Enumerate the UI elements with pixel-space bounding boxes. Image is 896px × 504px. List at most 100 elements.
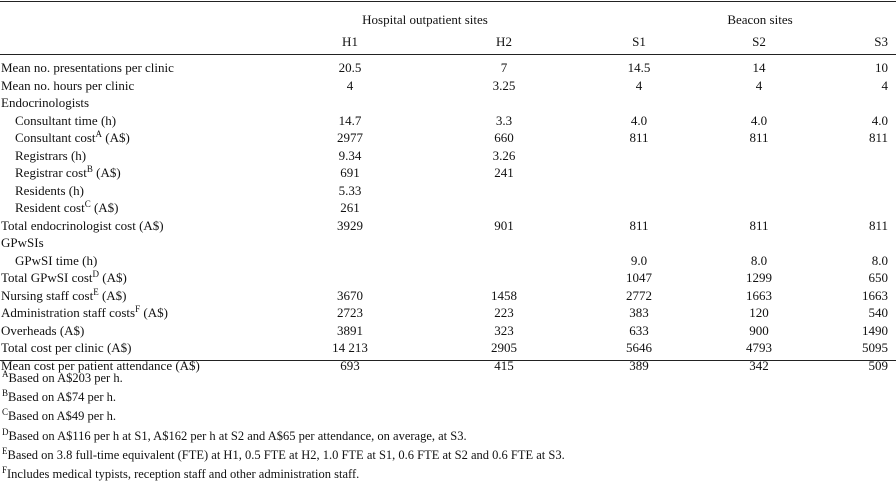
- row-label-unit: (A$): [90, 200, 119, 215]
- row-label: Consultant costA (A$): [15, 129, 130, 146]
- table-cell: 4: [881, 77, 889, 93]
- table-cell: 14 213: [332, 340, 368, 355]
- table-cell: 2772: [626, 287, 652, 303]
- table-cell: 14.5: [627, 60, 651, 75]
- table-cell: 900: [749, 322, 769, 338]
- footnote-mark: A: [2, 369, 9, 379]
- row-label: Overheads (A$): [1, 322, 84, 339]
- footnote-mark: B: [2, 388, 9, 399]
- footnote-mark: F: [2, 465, 8, 475]
- table-cell: 4793: [746, 340, 772, 355]
- table-cell: 3.26: [492, 147, 516, 163]
- table-cell: 223: [494, 305, 514, 320]
- table-cell: 5646: [626, 340, 652, 355]
- header-bottom-rule: [0, 54, 896, 55]
- footnote-text: Based on A$74 per h.: [8, 390, 116, 405]
- row-label: Registrars (h): [15, 147, 86, 164]
- row-label-text: Residents (h): [15, 182, 84, 198]
- column-header-s1: S1: [632, 34, 646, 49]
- table-cell: 4: [755, 77, 763, 93]
- column-header-s2: S2: [752, 34, 766, 49]
- group-header-beacon: Beacon sites: [727, 12, 793, 27]
- table-cell: 3.25: [492, 77, 516, 93]
- table-cell: 811: [629, 130, 649, 145]
- group-header-hospital: Hospital outpatient sites: [362, 12, 488, 27]
- row-label-text: Consultant time (h): [15, 112, 117, 128]
- row-label-unit: (A$): [92, 165, 121, 180]
- row-label-text: Endocrinologists: [1, 95, 90, 110]
- footnote-mark: E: [2, 445, 8, 456]
- footnote-marker: B: [86, 164, 93, 174]
- table-cell: 811: [868, 130, 888, 145]
- table-bottom-rule: [0, 360, 896, 361]
- table-cell: 4.0: [871, 112, 888, 128]
- row-label-text: Mean cost per patient attendance (A$): [1, 357, 200, 373]
- footnote-mark: C: [2, 407, 9, 418]
- table-cell: 650: [868, 270, 889, 285]
- column-header-s3: S3: [874, 34, 888, 49]
- footnote-mark: D: [2, 426, 9, 437]
- table-cell: 383: [629, 305, 649, 320]
- table-cell: 9.0: [630, 252, 648, 268]
- footnote: CBased on A$49 per h.: [2, 408, 116, 424]
- table-cell: 20.5: [338, 60, 362, 75]
- row-label-unit: (A$): [98, 287, 127, 303]
- row-label-text: Total cost per clinic (A$): [1, 340, 132, 355]
- column-header-h1: H1: [342, 34, 358, 49]
- row-label-unit: (A$): [99, 270, 127, 285]
- footnote: DBased on A$116 per h at S1, A$162 per h…: [2, 426, 467, 444]
- row-label-text: Consultant cost: [15, 130, 96, 145]
- row-label-text: Mean no. presentations per clinic: [1, 60, 174, 75]
- table-cell: 261: [340, 200, 360, 215]
- row-label-text: Registrars (h): [15, 147, 87, 163]
- footnote: BBased on A$74 per h.: [2, 389, 116, 405]
- row-label: Endocrinologists: [1, 94, 89, 111]
- table-cell: 8.0: [750, 252, 768, 268]
- row-label: GPwSI time (h): [15, 252, 97, 269]
- footnote-text: Based on 3.8 full-time equivalent (FTE) …: [7, 447, 565, 462]
- row-label-text: Registrar cost: [15, 165, 87, 180]
- row-label-unit: (A$): [102, 130, 130, 145]
- table-cell: 3891: [337, 322, 363, 338]
- row-label: GPwSIs: [1, 234, 44, 251]
- table-cell: 3929: [337, 217, 363, 233]
- table-cell: 8.0: [871, 252, 888, 268]
- footnote-marker: F: [135, 304, 141, 314]
- row-label: Total endocrinologist cost (A$): [1, 217, 164, 234]
- table-cell: 10: [875, 60, 888, 75]
- row-label-text: GPwSIs: [1, 235, 44, 250]
- table-cell: 1490: [862, 322, 888, 338]
- table-cell: 342: [749, 357, 769, 373]
- row-label: Mean no. presentations per clinic: [1, 59, 174, 76]
- row-label: Resident costC (A$): [15, 199, 119, 216]
- footnote-text: Based on A$49 per h.: [8, 409, 116, 424]
- table-cell: 4.0: [630, 112, 648, 128]
- footnote-marker: A: [95, 129, 103, 139]
- row-label-text: Mean no. hours per clinic: [1, 77, 135, 93]
- table-cell: 323: [494, 322, 514, 338]
- table-cell: 389: [629, 357, 649, 373]
- table-cell: 901: [494, 217, 514, 233]
- table-cell: 2723: [337, 305, 363, 320]
- table-cell: 1663: [746, 287, 772, 303]
- table-cell: 811: [749, 130, 769, 145]
- row-label: Nursing staff costE (A$): [1, 287, 127, 304]
- table-cell: 14.7: [338, 112, 362, 128]
- table-cell: 120: [749, 305, 769, 320]
- row-label-text: Administration staff costs: [1, 305, 136, 320]
- table-cell: 5.33: [338, 182, 362, 198]
- row-label: Registrar costB (A$): [15, 164, 121, 181]
- table-cell: 3.3: [495, 112, 513, 128]
- table-cell: 509: [868, 357, 889, 373]
- row-label-unit: (A$): [140, 305, 168, 320]
- row-label: Administration staff costsF (A$): [1, 304, 168, 321]
- table-cell: 415: [494, 357, 514, 373]
- footnote: FIncludes medical typists, reception sta…: [2, 466, 359, 482]
- footnote-marker: D: [92, 269, 100, 279]
- footnote: ABased on A$203 per h.: [2, 370, 123, 386]
- table-top-rule: [0, 1, 896, 2]
- row-label: Total cost per clinic (A$): [1, 339, 132, 356]
- footnote-text: Based on A$203 per h.: [8, 371, 123, 385]
- table-cell: 4: [635, 77, 643, 93]
- row-label-text: GPwSI time (h): [15, 252, 98, 268]
